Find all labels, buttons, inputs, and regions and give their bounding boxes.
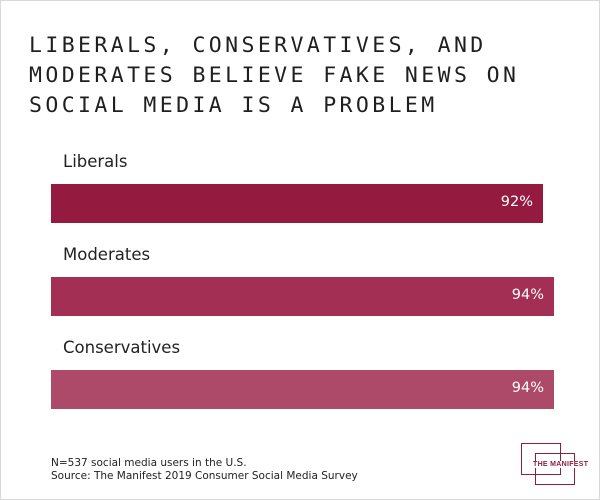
source-note: Source: The Manifest 2019 Consumer Socia… [51, 470, 358, 482]
bar-liberals [51, 184, 543, 223]
bar-moderates [51, 277, 554, 316]
sample-note: N=537 social media users in the U.S. [51, 457, 247, 469]
logo-frame-back [521, 443, 561, 475]
category-label-moderates: Moderates [63, 245, 151, 264]
category-label-liberals: Liberals [63, 152, 128, 171]
bar-value-liberals: 92% [500, 194, 533, 210]
bar-value-moderates: 94% [511, 287, 544, 303]
bar-conservatives [51, 370, 554, 409]
bar-value-conservatives: 94% [511, 380, 544, 396]
category-label-conservatives: Conservatives [63, 338, 181, 357]
chart-title: LIBERALS, CONSERVATIVES, AND MODERATES B… [29, 33, 520, 118]
logo-frame-front [535, 453, 575, 485]
manifest-logo: THE MANIFEST [521, 443, 590, 485]
logo-text: THE MANIFEST [532, 461, 590, 468]
